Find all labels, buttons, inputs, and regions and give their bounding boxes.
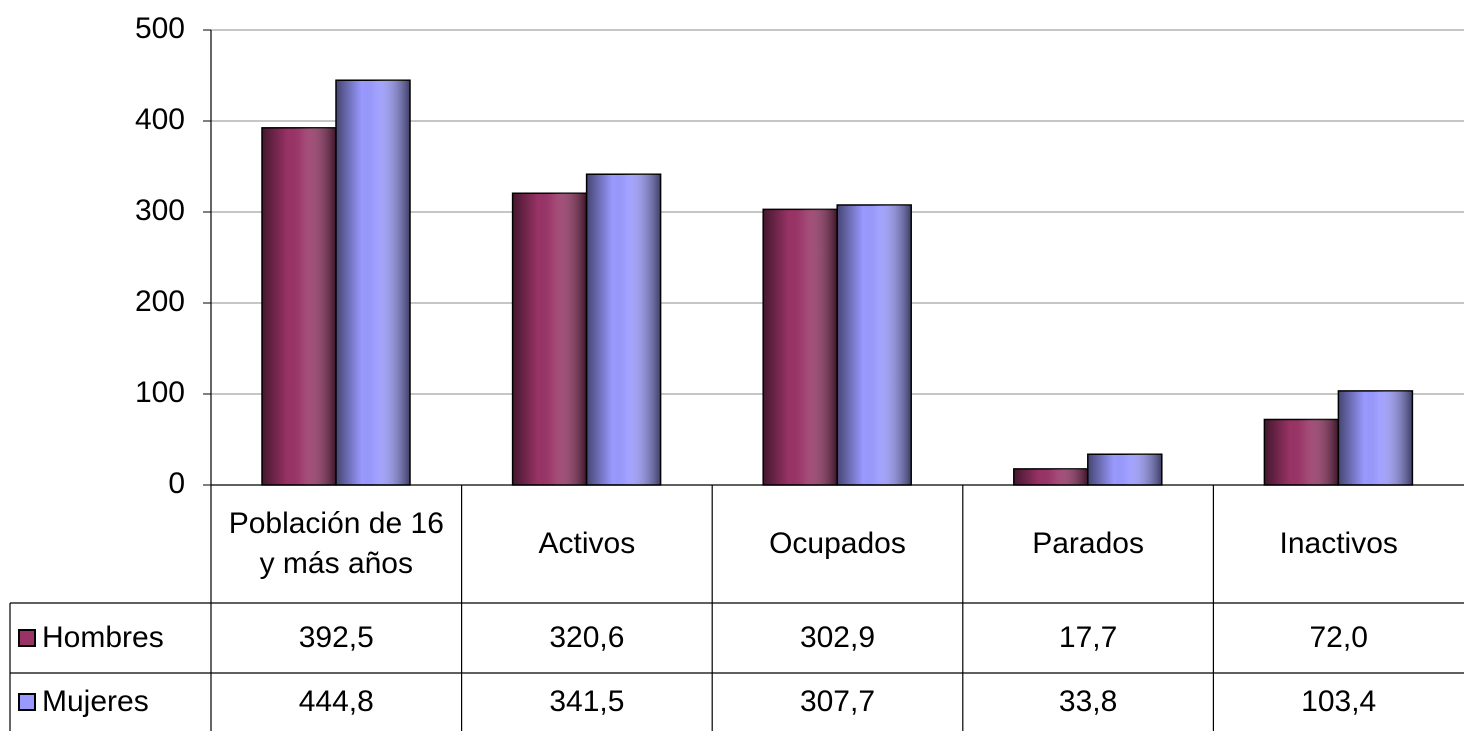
legend-key: [18, 693, 36, 711]
table-value: 103,4: [1301, 685, 1377, 718]
table-value: 33,8: [1058, 685, 1118, 718]
legend-label: Mujeres: [42, 685, 149, 718]
y-tick-label: 500: [135, 12, 185, 45]
bar: [1087, 453, 1163, 486]
y-tick-label: 400: [135, 103, 185, 136]
bar: [585, 173, 662, 486]
table-value: 392,5: [298, 621, 374, 654]
bar: [836, 204, 912, 486]
bar: [511, 192, 588, 486]
x-tick-label: Población de 16 y más años: [228, 507, 444, 580]
y-tick-label: 200: [135, 285, 185, 318]
bar: [1013, 468, 1089, 486]
bar: [762, 208, 838, 486]
y-tick-label: 300: [135, 194, 185, 227]
legend-item: Hombres: [18, 603, 164, 673]
x-tick-label: Parados: [1032, 527, 1144, 560]
table-value: 307,7: [799, 685, 876, 718]
table-value: 72,0: [1309, 621, 1368, 654]
bar: [1337, 390, 1414, 486]
legend-item: Mujeres: [18, 673, 149, 731]
table-value: 320,6: [549, 621, 625, 654]
table-value: 341,5: [549, 685, 625, 718]
legend-label: Hombres: [42, 621, 164, 654]
bar: [261, 127, 337, 486]
bar: [1263, 418, 1340, 486]
y-tick-label: 100: [135, 376, 185, 409]
table-value: 302,9: [799, 621, 876, 654]
x-tick-label: Inactivos: [1279, 527, 1398, 560]
table-value: 17,7: [1058, 621, 1118, 654]
legend-key: [18, 629, 36, 647]
y-tick-label: 0: [168, 467, 185, 500]
table-value: 444,8: [298, 685, 374, 718]
x-tick-label: Ocupados: [769, 527, 906, 560]
x-tick-label: Activos: [538, 527, 636, 560]
bar: [335, 79, 411, 486]
